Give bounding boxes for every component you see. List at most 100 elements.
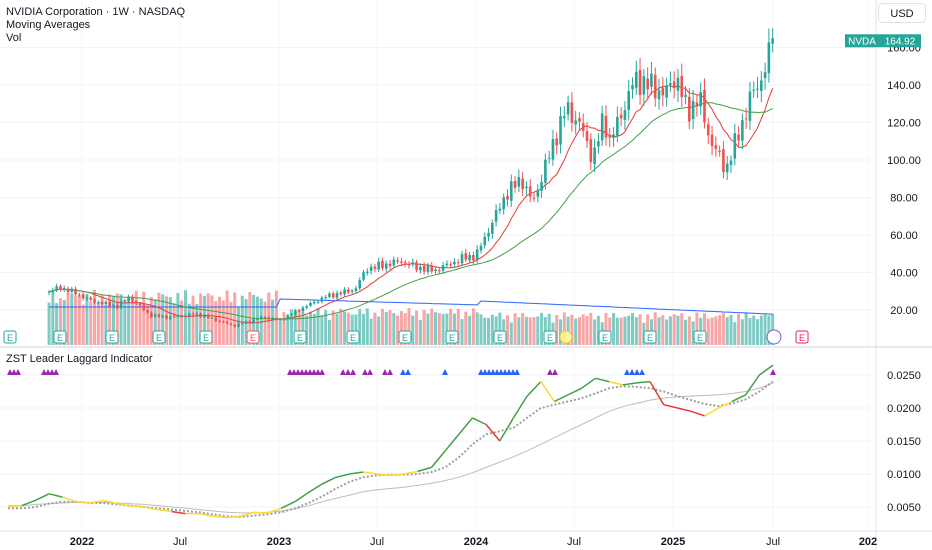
candle-body <box>343 289 346 295</box>
candle-body <box>763 72 767 79</box>
candle-body <box>161 316 165 318</box>
candle-body <box>661 87 665 96</box>
volume-bar <box>331 310 335 345</box>
candles <box>47 28 774 328</box>
earnings-marker-label: E <box>156 333 162 343</box>
volume-bar <box>380 308 384 345</box>
candle-body <box>411 262 415 265</box>
candle-body <box>290 314 293 316</box>
candle-body <box>358 280 362 289</box>
candle-body <box>608 135 612 138</box>
volume-bar <box>339 308 343 345</box>
volume-bar <box>74 295 78 345</box>
candle-body <box>165 315 168 319</box>
candle-body <box>528 186 532 197</box>
candle-body <box>62 288 66 290</box>
volume-bar <box>513 313 517 345</box>
volume-bar <box>403 313 407 345</box>
indicator-segment <box>34 493 50 502</box>
earnings-marker <box>543 330 557 344</box>
candle-body <box>115 305 119 308</box>
volume-bar <box>740 319 744 345</box>
indicator-title[interactable]: ZST Leader Laggard Indicator <box>6 353 153 365</box>
signal-triangle <box>350 369 356 375</box>
indicator-segment <box>758 364 774 376</box>
candle-body <box>623 110 627 121</box>
volume-bar <box>343 311 347 345</box>
volume-bar <box>733 322 737 345</box>
signal-triangle <box>15 369 21 375</box>
candle-body <box>267 317 271 319</box>
indicator-segment <box>363 471 377 475</box>
volume-bar <box>653 312 657 345</box>
indicator-segment <box>158 508 173 513</box>
indicator-segment <box>444 433 460 452</box>
indicator-segment <box>458 417 474 435</box>
volume-bar <box>585 315 589 345</box>
earnings-marker-label: E <box>203 333 209 343</box>
candle-body <box>706 124 710 136</box>
candle-body <box>525 186 528 189</box>
future-earnings-label: E <box>799 333 805 343</box>
volume-bar <box>756 319 760 345</box>
earnings-marker <box>199 330 213 344</box>
signal-triangle <box>478 369 484 375</box>
signal-triangle <box>53 369 59 375</box>
candle-body <box>456 262 460 264</box>
candle-body <box>631 85 634 90</box>
volume-bar <box>687 316 691 345</box>
volume-bar <box>312 313 316 345</box>
volume-bar <box>532 317 536 345</box>
candle-body <box>422 265 426 272</box>
candle-body <box>388 263 392 267</box>
volume-bar <box>468 316 472 345</box>
volume-bar <box>684 319 688 345</box>
volume-bar <box>308 311 312 345</box>
signal-triangle <box>291 369 297 375</box>
earnings-marker <box>445 330 459 344</box>
indicator-segment <box>130 504 145 508</box>
candle-body <box>225 321 229 324</box>
candle-body <box>540 182 543 191</box>
time-tick-label: 2024 <box>464 536 489 548</box>
price-tick-label: 140.00 <box>887 80 921 92</box>
indicator-segment <box>512 395 528 419</box>
volume-bar <box>153 299 157 345</box>
volume-bar <box>767 315 771 345</box>
volume-bar <box>388 310 392 345</box>
candle-body <box>547 157 551 159</box>
candle-body <box>646 78 649 90</box>
earnings-marker <box>493 330 507 344</box>
volume-bar <box>680 313 684 345</box>
price-tick-label: 60.00 <box>890 230 918 242</box>
volume-bar <box>418 319 422 345</box>
volume-bar <box>130 301 134 345</box>
candle-body <box>509 181 513 201</box>
currency-button[interactable]: USD <box>878 3 926 23</box>
volume-bar <box>301 312 305 345</box>
volume-legend[interactable]: Vol <box>6 32 22 44</box>
candle-body <box>134 301 138 304</box>
candle-body <box>563 116 566 119</box>
volume-bar <box>240 295 244 345</box>
candle-body <box>180 316 183 318</box>
indicator-segment <box>554 394 569 403</box>
candle-body <box>191 313 195 315</box>
signal-triangle <box>387 369 393 375</box>
candle-body <box>237 323 240 327</box>
volume-bar <box>183 290 187 345</box>
volume-bar <box>346 312 350 345</box>
volume-bar <box>51 291 55 345</box>
signal-triangle <box>319 369 325 375</box>
indicator-segment <box>485 424 501 442</box>
volume-bar <box>199 293 203 345</box>
candle-body <box>286 315 290 320</box>
signal-triangle <box>49 369 55 375</box>
volume-bar <box>286 316 290 345</box>
volume-bar <box>661 315 665 345</box>
volume-bar <box>559 319 563 345</box>
moving-averages-legend[interactable]: Moving Averages <box>6 19 91 31</box>
volume-bar <box>475 312 479 345</box>
candle-body <box>150 312 153 317</box>
